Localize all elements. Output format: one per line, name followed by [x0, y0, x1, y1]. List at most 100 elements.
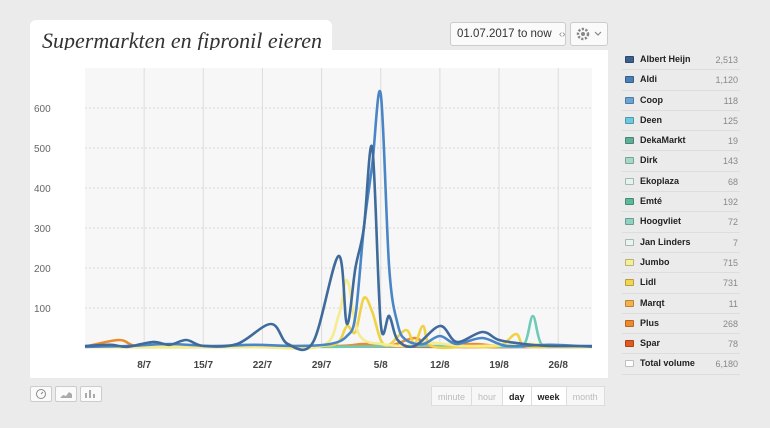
legend-swatch	[625, 177, 634, 185]
x-tick-label: 12/8	[430, 360, 450, 371]
legend-value: 143	[722, 156, 738, 167]
legend-label: Jumbo	[640, 256, 670, 267]
x-tick-label: 22/7	[253, 360, 273, 371]
legend-swatch	[625, 96, 634, 104]
plot-area	[85, 68, 592, 348]
legend-label: Dirk	[640, 155, 658, 166]
x-tick-label: 15/7	[194, 360, 214, 371]
area-view-button[interactable]	[55, 386, 77, 402]
legend-label: Emté	[640, 196, 663, 207]
legend-item[interactable]: Jumbo 715	[622, 253, 740, 274]
legend-value: 19	[727, 136, 738, 147]
series-line-aldi	[84, 89, 593, 349]
x-tick-label: 26/8	[548, 360, 568, 371]
y-tick-label: 500	[34, 144, 51, 155]
legend-swatch	[625, 279, 634, 287]
legend-item[interactable]: Total volume 6,180	[622, 354, 740, 375]
left-right-arrows-icon: ‹›	[558, 29, 566, 40]
legend-label: Jan Linders	[640, 236, 691, 247]
granularity-day[interactable]: day	[502, 386, 532, 406]
legend-label: Aldi	[640, 74, 657, 85]
legend-swatch	[625, 116, 634, 124]
legend-swatch	[625, 56, 634, 63]
legend-value: 2,513	[715, 55, 738, 65]
chevron-down-icon	[594, 31, 602, 36]
legend-item[interactable]: Hoogvliet 72	[622, 212, 740, 233]
legend-value: 118	[723, 95, 738, 106]
legend-swatch	[625, 360, 634, 368]
bar-chart-icon	[85, 390, 95, 398]
legend-item[interactable]: Lidl 731	[622, 273, 740, 294]
legend-value: 78	[727, 339, 738, 350]
bar-view-button[interactable]	[80, 386, 102, 402]
legend-value: 7	[732, 237, 738, 248]
legend-item[interactable]: Deen 125	[622, 111, 740, 132]
granularity-selector: minute hour day week month	[431, 386, 605, 406]
legend-item[interactable]: DekaMarkt 19	[622, 131, 740, 152]
legend-label: DekaMarkt	[640, 135, 686, 146]
title-tab	[30, 20, 332, 54]
legend-swatch	[625, 319, 634, 327]
gear-icon	[576, 27, 602, 41]
legend-label: Coop	[640, 94, 663, 105]
legend-swatch	[625, 299, 634, 307]
legend-label: Deen	[640, 114, 663, 125]
legend-label: Lidl	[640, 277, 656, 288]
date-range-label: 01.07.2017 to now	[457, 28, 552, 40]
area-chart-icon	[60, 392, 72, 398]
legend-item[interactable]: Ekoplaza 68	[622, 172, 740, 193]
x-tick-label: 5/8	[374, 360, 388, 371]
legend: Albert Heijn 2,513 Aldi 1,120 Coop 118 Deen 125…	[622, 50, 740, 375]
legend-swatch	[625, 76, 634, 84]
legend-label: Total volume	[640, 358, 695, 369]
legend-item[interactable]: Aldi 1,120	[622, 70, 740, 91]
legend-swatch	[625, 258, 634, 266]
legend-item[interactable]: Albert Heijn 2,513	[622, 50, 740, 71]
y-tick-label: 100	[34, 304, 51, 315]
legend-label: Ekoplaza	[640, 175, 680, 186]
legend-value: 192	[722, 197, 738, 208]
line-chart: 100 200 300 400 500 600 8/7 15/7 22/7 29/7 5/8 12/8…	[34, 68, 593, 371]
granularity-week[interactable]: week	[530, 386, 567, 406]
legend-swatch	[625, 198, 634, 206]
chart-title: Supermarkten en fipronil eieren	[42, 28, 323, 53]
legend-value: 6,180	[715, 359, 738, 370]
legend-item[interactable]: Jan Linders 7	[622, 233, 740, 253]
legend-value: 268	[722, 318, 738, 329]
legend-item[interactable]: Emté 192	[622, 192, 740, 213]
legend-label: Plus	[640, 317, 660, 328]
legend-value: 731	[722, 278, 738, 289]
legend-item[interactable]: Coop 118	[622, 91, 740, 111]
legend-swatch	[625, 340, 634, 348]
legend-value: 68	[727, 176, 738, 187]
legend-value: 1,120	[715, 75, 738, 86]
x-tick-label: 29/7	[312, 360, 332, 371]
y-tick-label: 600	[34, 104, 51, 115]
x-tick-label: 8/7	[137, 360, 151, 371]
date-range-button[interactable]: 01.07.2017 to now ‹›	[450, 22, 566, 46]
granularity-minute[interactable]: minute	[431, 386, 473, 406]
legend-value: 11	[728, 298, 738, 309]
legend-value: 715	[722, 257, 738, 268]
granularity-month[interactable]: month	[565, 386, 605, 406]
x-tick-label: 19/8	[489, 360, 509, 371]
legend-item[interactable]: Dirk 143	[622, 151, 740, 172]
legend-label: Marqt	[640, 297, 665, 308]
legend-swatch	[625, 157, 634, 165]
legend-item[interactable]: Plus 268	[622, 314, 740, 335]
y-tick-label: 200	[34, 264, 51, 275]
chart-panel: 100 200 300 400 500 600 8/7 15/7 22/7 29/7 5/8 12/8…	[30, 50, 608, 378]
granularity-hour[interactable]: hour	[471, 386, 504, 406]
y-tick-label: 300	[34, 224, 51, 235]
legend-value: 125	[722, 115, 738, 126]
y-tick-label: 400	[34, 184, 51, 195]
legend-value: 72	[727, 217, 738, 228]
legend-label: Albert Heijn	[640, 54, 691, 64]
legend-item[interactable]: Marqt 11	[622, 294, 740, 314]
legend-item[interactable]: Spar 78	[622, 334, 740, 355]
gauge-view-button[interactable]	[30, 386, 52, 402]
gauge-icon	[36, 389, 46, 399]
settings-button[interactable]	[570, 22, 608, 46]
legend-label: Hoogvliet	[640, 216, 682, 227]
legend-swatch	[625, 238, 634, 246]
